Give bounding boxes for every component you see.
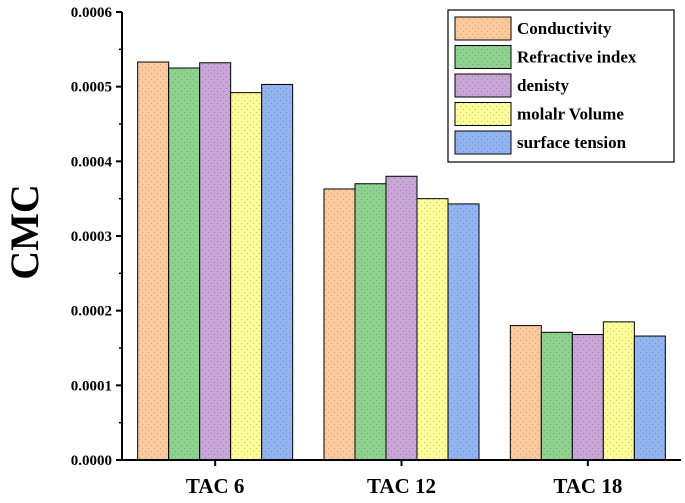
- bar-texture: [137, 62, 169, 460]
- bar-texture: [572, 334, 604, 460]
- legend-swatch-texture: [455, 131, 511, 154]
- bar-texture: [230, 92, 262, 460]
- y-tick-label: 0.0000: [71, 453, 112, 469]
- legend-label: Conductivity: [517, 19, 612, 38]
- bar-texture: [324, 188, 355, 460]
- bar-texture: [634, 336, 666, 460]
- bar-texture: [168, 68, 200, 460]
- bar-texture: [510, 325, 542, 460]
- bar-texture: [355, 183, 386, 460]
- bars: [137, 61, 666, 461]
- bar-texture: [261, 84, 293, 460]
- bar-texture: [199, 62, 231, 460]
- bar-texture: [386, 176, 417, 460]
- legend-swatch-texture: [455, 17, 511, 40]
- bar-texture: [603, 321, 635, 460]
- legend-swatch-texture: [455, 102, 511, 126]
- y-tick-label: 0.0005: [71, 80, 112, 96]
- y-tick-label: 0.0004: [71, 154, 113, 170]
- y-axis-ticks: 0.0000 0.0001 0.0002 0.0003 0.0004 0.0005 0.00…: [71, 5, 122, 469]
- legend-swatch-texture: [455, 45, 511, 69]
- y-tick-label: 0.0001: [71, 378, 112, 394]
- legend-label: surface tension: [517, 133, 627, 152]
- x-tick-label: TAC 12: [367, 474, 436, 498]
- y-tick-label: 0.0006: [71, 5, 113, 21]
- y-tick-label: 0.0002: [71, 304, 112, 320]
- legend-label: denisty: [517, 76, 569, 95]
- bar-texture: [541, 332, 573, 460]
- y-axis-title: CMC: [2, 184, 47, 280]
- legend: Conductivity Refractive index denisty molal…: [447, 9, 675, 163]
- legend-label: molalr Volume: [517, 105, 624, 124]
- x-tick-label: TAC 18: [553, 474, 622, 498]
- legend-swatch-texture: [455, 74, 511, 97]
- bar-texture: [448, 203, 479, 461]
- x-tick-label: TAC 6: [186, 474, 245, 498]
- bar-texture: [417, 198, 448, 460]
- legend-label: Refractive index: [517, 48, 637, 67]
- x-axis-labels: TAC 6 TAC 12 TAC 18: [186, 460, 622, 498]
- y-tick-label: 0.0003: [71, 229, 112, 245]
